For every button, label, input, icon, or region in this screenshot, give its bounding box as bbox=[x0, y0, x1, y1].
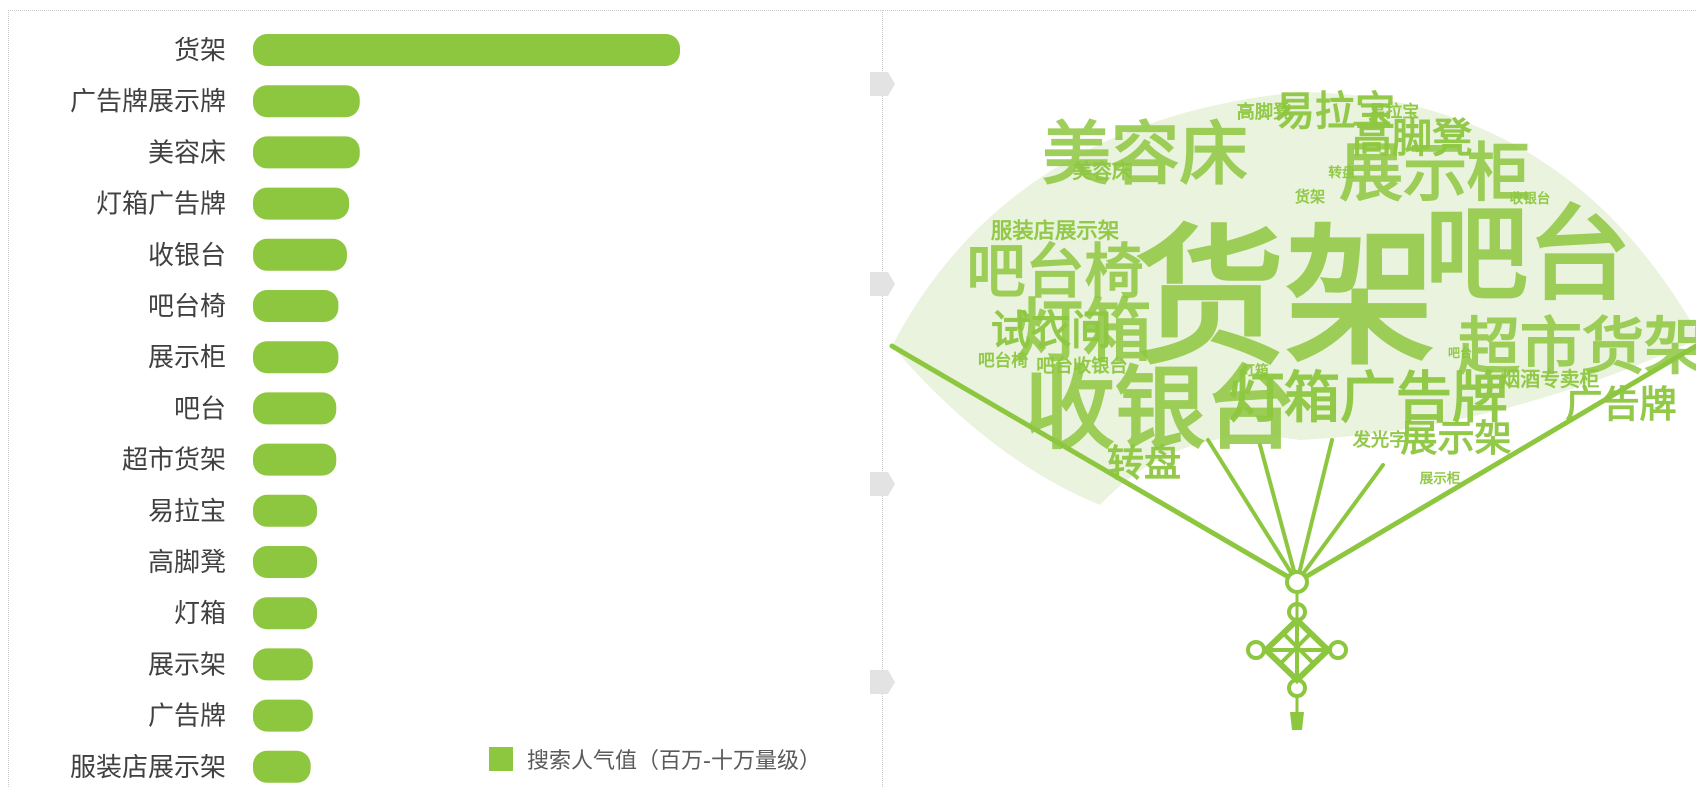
word: 展示架 bbox=[1400, 417, 1511, 460]
category-label: 超市货架 bbox=[122, 446, 226, 476]
word: 转盘 bbox=[1107, 442, 1181, 485]
word: 服装店展示架 bbox=[991, 218, 1120, 244]
fan-rib bbox=[1295, 463, 1385, 584]
bar-chart: 货架广告牌展示牌美容床灯箱广告牌收银台吧台椅展示柜吧台超市货架易拉宝高脚凳灯箱展… bbox=[70, 34, 680, 783]
bar bbox=[253, 136, 360, 169]
word: 展示柜 bbox=[1339, 137, 1530, 211]
bar bbox=[253, 341, 339, 374]
word: 货架 bbox=[1295, 188, 1326, 206]
word: 货架 bbox=[1135, 212, 1435, 386]
category-label: 收银台 bbox=[148, 241, 226, 271]
bar bbox=[253, 238, 347, 271]
bar bbox=[253, 699, 313, 732]
word: 灯箱广告牌 bbox=[1228, 366, 1507, 431]
word: 超市货架 bbox=[1458, 310, 1696, 383]
word: 灯箱 bbox=[1014, 292, 1151, 372]
bar bbox=[253, 494, 318, 527]
category-label: 灯箱广告牌 bbox=[96, 190, 226, 220]
word: 易拉宝 bbox=[1369, 101, 1419, 121]
bar bbox=[253, 85, 360, 118]
category-label: 服装店展示架 bbox=[70, 753, 226, 783]
word: 转盘 bbox=[1328, 164, 1356, 181]
word: 美容床 bbox=[1042, 115, 1248, 195]
word: 广告牌 bbox=[1565, 383, 1676, 426]
word: 展示柜 bbox=[1420, 470, 1461, 487]
connector-arrow bbox=[870, 272, 895, 296]
word: 美容床 bbox=[1072, 160, 1132, 183]
word: 试衣间 bbox=[991, 308, 1112, 354]
legend-label: 搜索人气值（百万-十万量级） bbox=[527, 749, 821, 774]
bar bbox=[253, 443, 337, 476]
bar bbox=[253, 597, 318, 630]
word: 收银台 bbox=[1510, 190, 1551, 207]
category-label: 美容床 bbox=[148, 138, 226, 168]
word: 发光字 bbox=[1352, 429, 1408, 451]
category-label: 货架 bbox=[174, 36, 226, 66]
legend-swatch bbox=[489, 747, 513, 771]
fan-rib bbox=[889, 343, 1300, 585]
bar bbox=[253, 648, 313, 681]
category-label: 吧台 bbox=[174, 394, 226, 424]
chinese-knot bbox=[1246, 593, 1348, 730]
fan-rib bbox=[1258, 443, 1299, 584]
fan-rib bbox=[1294, 343, 1696, 585]
word: 吧台 bbox=[1448, 345, 1472, 360]
connector-arrow bbox=[870, 472, 895, 496]
word: 高脚凳 bbox=[1352, 116, 1473, 162]
bar bbox=[253, 34, 680, 66]
word: 吧台椅 bbox=[966, 237, 1143, 306]
word: 高脚凳 bbox=[1237, 101, 1293, 123]
category-label: 广告牌展示牌 bbox=[70, 87, 226, 117]
fan-leaf bbox=[892, 92, 1696, 505]
word: 吧台收银台 bbox=[1036, 355, 1127, 377]
legend: 搜索人气值（百万-十万量级） bbox=[489, 744, 821, 774]
category-label: 高脚凳 bbox=[148, 548, 226, 578]
category-label: 易拉宝 bbox=[148, 497, 226, 527]
connector-arrow bbox=[870, 72, 895, 96]
word: 烟酒专卖柜 bbox=[1501, 368, 1600, 391]
word: 吧台 bbox=[1425, 195, 1631, 315]
category-label: 广告牌 bbox=[148, 702, 226, 732]
word: 吧台椅 bbox=[978, 350, 1028, 370]
category-label: 灯箱 bbox=[174, 599, 226, 629]
word: 灯箱 bbox=[1241, 362, 1269, 379]
bar bbox=[253, 750, 311, 783]
wordcloud-panel bbox=[883, 10, 1696, 787]
fan-pivot bbox=[1285, 570, 1309, 594]
connector-arrow bbox=[870, 670, 895, 694]
bar bbox=[253, 290, 339, 322]
category-label: 展示柜 bbox=[148, 343, 226, 373]
bar bbox=[253, 187, 350, 220]
fan-rib bbox=[1206, 438, 1299, 584]
word: 收银台 bbox=[1024, 357, 1295, 462]
category-label: 展示架 bbox=[148, 650, 226, 680]
bar bbox=[253, 546, 318, 578]
category-label: 吧台椅 bbox=[148, 292, 226, 322]
bar-chart-panel bbox=[8, 10, 883, 787]
bar bbox=[253, 392, 337, 425]
word: 易拉宝 bbox=[1275, 89, 1396, 135]
fan-rib bbox=[1295, 438, 1334, 584]
